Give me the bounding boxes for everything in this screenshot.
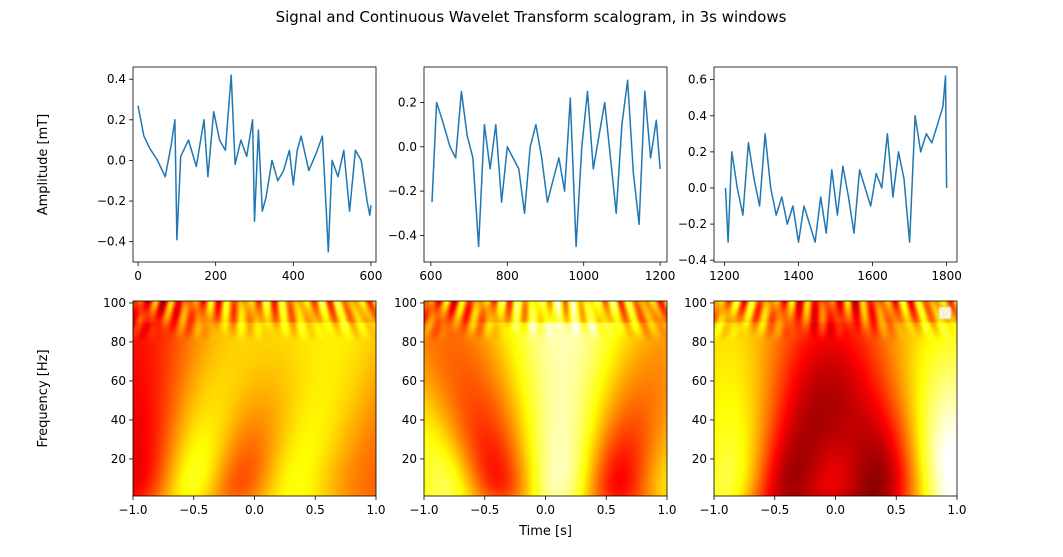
y-tick-label: 0.0 <box>688 181 707 195</box>
y-tick-label: 20 <box>692 452 707 466</box>
y-tick-label: 80 <box>402 335 417 349</box>
scalogram-image <box>133 301 376 496</box>
y-tick-label: 40 <box>402 413 417 427</box>
x-tick-label: 0.5 <box>306 503 325 517</box>
y-tick-label: 0.0 <box>107 153 126 167</box>
y-tick-label: 40 <box>692 413 707 427</box>
x-tick-label: 0.0 <box>536 503 555 517</box>
y-tick-label: 40 <box>111 413 126 427</box>
y-tick-label: 80 <box>692 335 707 349</box>
x-tick-label: 1.0 <box>366 503 385 517</box>
y-tick-label: −0.4 <box>678 253 707 267</box>
x-tick-label: 400 <box>282 269 305 283</box>
y-tick-label: 20 <box>402 452 417 466</box>
y-tick-label: 100 <box>684 296 707 310</box>
axes-frame <box>713 66 958 263</box>
y-tick-label: −0.2 <box>388 184 417 198</box>
y-tick-label: 0.2 <box>107 113 126 127</box>
x-tick-label: 200 <box>204 269 227 283</box>
x-tick-label: 600 <box>419 269 442 283</box>
x-tick-label: 1200 <box>709 269 740 283</box>
signal-line <box>724 75 948 243</box>
signal-line <box>431 79 661 248</box>
subplot-1: 0 200 400 600 −0.4 −0.2 0.0 0.2 0.4 Amplitude [mT… <box>36 66 383 283</box>
x-tick-label: 0 <box>134 269 142 283</box>
subplot-3: 1200 1400 1600 1800 −0.4 −0.2 0.0 0.2 0.4 0.6 <box>678 66 962 283</box>
y-tick-label: −0.4 <box>97 235 126 249</box>
scalogram-image <box>424 301 667 496</box>
scalogram-image <box>714 301 957 496</box>
x-tick-label: 1400 <box>783 269 814 283</box>
x-tick-label: −1.0 <box>699 503 728 517</box>
x-tick-label: −1.0 <box>118 503 147 517</box>
y-axis-label: Frequency [Hz] <box>36 349 51 447</box>
y-tick-label: −0.2 <box>97 194 126 208</box>
y-axis-label: Amplitude [mT] <box>36 114 51 216</box>
y-tick-label: 0.2 <box>398 95 417 109</box>
x-tick-label: 1.0 <box>947 503 966 517</box>
x-tick-label: −0.5 <box>470 503 499 517</box>
x-tick-label: 0.0 <box>245 503 264 517</box>
subplot-5: −1.0 −0.5 0.0 0.5 1.0 20 40 60 80 100 Time [s] <box>394 296 676 539</box>
y-tick-label: 60 <box>111 374 126 388</box>
x-tick-label: 0.0 <box>826 503 845 517</box>
x-tick-label: 0.5 <box>887 503 906 517</box>
x-tick-label: 1.0 <box>657 503 676 517</box>
x-tick-label: −0.5 <box>179 503 208 517</box>
y-tick-label: 0.4 <box>107 72 126 86</box>
x-tick-label: 800 <box>496 269 519 283</box>
x-tick-label: −1.0 <box>409 503 438 517</box>
y-tick-label: 100 <box>394 296 417 310</box>
y-tick-label: 100 <box>103 296 126 310</box>
x-tick-label: 600 <box>360 269 383 283</box>
subplot-4: −1.0 −0.5 0.0 0.5 1.0 20 40 60 80 100 Frequency [H… <box>36 296 386 517</box>
x-tick-label: 1200 <box>645 269 676 283</box>
axes-frame <box>132 66 377 263</box>
x-tick-label: 1800 <box>931 269 962 283</box>
y-tick-label: −0.4 <box>388 228 417 242</box>
subplot-6: −1.0 −0.5 0.0 0.5 1.0 20 40 60 80 100 <box>684 296 966 517</box>
figure-title: Signal and Continuous Wavelet Transform … <box>276 8 787 26</box>
y-tick-label: 60 <box>692 374 707 388</box>
y-tick-label: 60 <box>402 374 417 388</box>
y-tick-label: 20 <box>111 452 126 466</box>
x-tick-label: 1000 <box>568 269 599 283</box>
y-tick-label: 0.4 <box>688 109 707 123</box>
y-tick-label: 80 <box>111 335 126 349</box>
axes-frame <box>423 66 668 263</box>
y-tick-label: −0.2 <box>678 217 707 231</box>
signal-line <box>137 74 372 253</box>
legend-box <box>938 306 952 320</box>
x-tick-label: −0.5 <box>760 503 789 517</box>
x-tick-label: 1600 <box>857 269 888 283</box>
x-tick-label: 0.5 <box>597 503 616 517</box>
subplot-2: 600 800 1000 1200 −0.4 −0.2 0.0 0.2 <box>388 66 676 283</box>
y-tick-label: 0.0 <box>398 140 417 154</box>
y-tick-label: 0.2 <box>688 145 707 159</box>
y-tick-label: 0.6 <box>688 73 707 87</box>
x-axis-label: Time [s] <box>518 524 572 539</box>
